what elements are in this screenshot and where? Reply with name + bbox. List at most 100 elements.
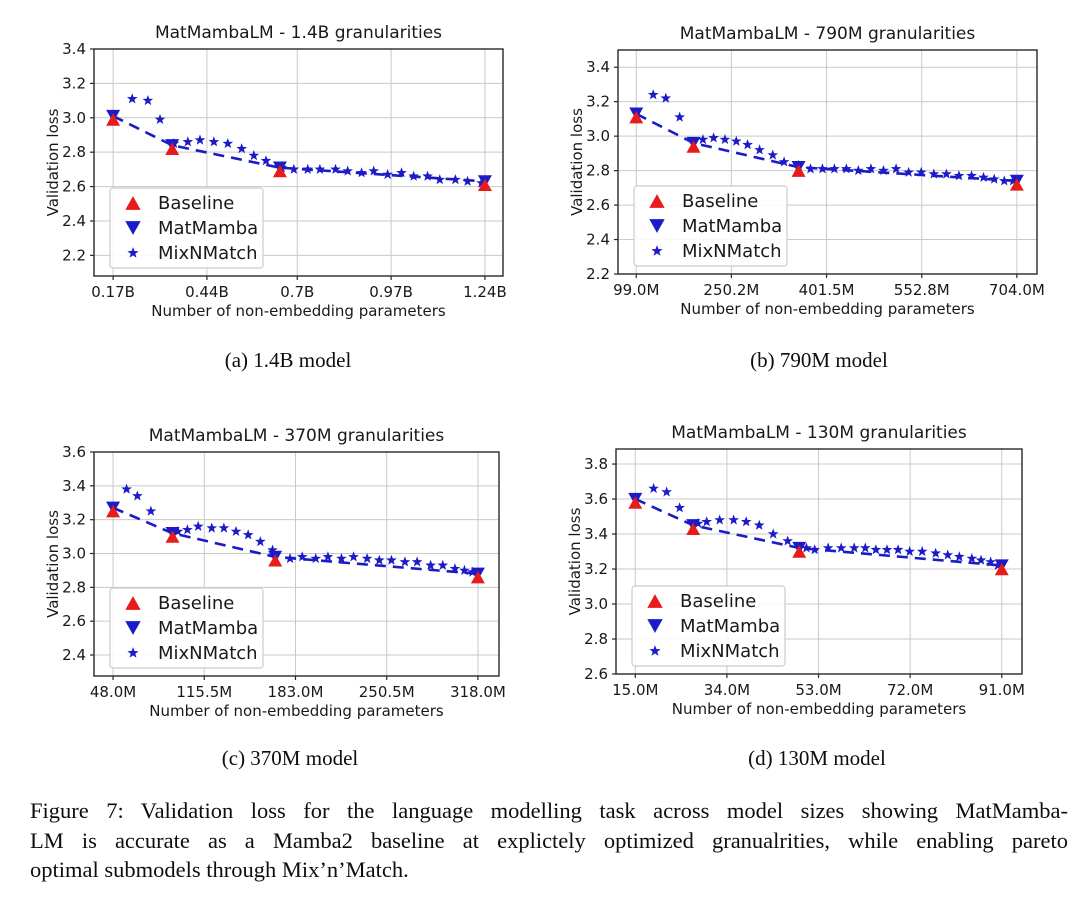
star-marker: [182, 136, 194, 147]
star-marker: [142, 95, 154, 106]
star-marker: [145, 505, 157, 516]
chart-title: MatMambaLM - 790M granularities: [680, 24, 976, 44]
x-tick-label: 1.24B: [463, 283, 507, 301]
star-marker: [127, 247, 139, 258]
y-tick-label: 3.2: [62, 74, 86, 92]
star-marker: [348, 551, 359, 562]
x-tick-label: 115.5M: [176, 683, 232, 701]
star-marker: [342, 165, 353, 176]
star-marker: [835, 542, 847, 553]
triangle-up-marker: [1009, 178, 1024, 191]
x-axis-label: Number of non-embedding parameters: [672, 700, 967, 718]
legend-label: MatMamba: [680, 616, 780, 637]
star-marker: [697, 134, 709, 145]
star-marker: [248, 150, 260, 161]
x-tick-label: 48.0M: [90, 683, 136, 701]
triangle-up-marker: [791, 164, 806, 177]
legend-label: MatMamba: [158, 618, 258, 639]
chart-d: 15.0M 34.0M 53.0M 72.0M 91.0M 2.6 2.8 3.0 3.2 3.4…: [566, 423, 1025, 718]
chart-title: MatMambaLM - 130M granularities: [671, 423, 967, 443]
star-marker: [649, 645, 661, 656]
y-axis-label: Validation loss: [566, 507, 584, 615]
charts-canvas: 0.17B 0.44B 0.7B 0.97B 1.24B 2.2 2.4 2.6 2.8 3.0 3…: [44, 23, 1045, 720]
y-tick-label: 3.0: [584, 595, 608, 613]
y-tick-label: 3.0: [586, 127, 610, 145]
chart-a: 0.17B 0.44B 0.7B 0.97B 1.24B 2.2 2.4 2.6 2.8 3.0 3…: [44, 23, 507, 320]
star-marker: [966, 552, 978, 564]
figure-caption: Figure 7: Validation loss for the langua…: [30, 796, 1068, 885]
triangle-down-marker: [649, 219, 665, 233]
star-marker: [953, 170, 965, 181]
star-marker: [822, 542, 834, 553]
star-marker: [182, 524, 193, 535]
star-marker: [966, 170, 977, 181]
x-tick-label: 0.44B: [185, 283, 229, 301]
star-marker: [975, 554, 987, 565]
star-marker: [988, 173, 1000, 184]
star-marker: [302, 163, 313, 174]
star-marker: [870, 544, 882, 555]
star-marker: [222, 138, 234, 149]
subcaption-c: (c) 370M model: [221, 746, 359, 770]
y-axis-label: Validation loss: [44, 510, 62, 618]
matmamba-dashed-line: [635, 112, 1017, 183]
star-marker: [651, 245, 663, 256]
subcaption-a: (a) 1.4B model: [224, 348, 352, 372]
star-marker: [782, 535, 793, 546]
star-marker: [817, 163, 828, 174]
star-marker: [462, 175, 473, 186]
star-marker: [742, 139, 753, 150]
star-marker: [373, 554, 385, 565]
y-tick-label: 3.0: [62, 545, 86, 563]
triangle-up-marker: [125, 596, 141, 610]
axes-spines: [617, 49, 1038, 275]
star-marker: [218, 522, 230, 533]
x-tick-label: 0.97B: [369, 283, 413, 301]
triangle-up-marker: [268, 554, 283, 567]
triangle-up-marker: [165, 142, 180, 155]
star-marker: [978, 171, 989, 182]
legend-label: MixNMatch: [682, 241, 782, 262]
star-marker: [954, 551, 965, 562]
triangle-up-marker: [629, 111, 644, 124]
triangle-up-marker: [477, 178, 492, 192]
star-marker: [916, 545, 928, 557]
matmamba-dashed-line: [634, 497, 1002, 567]
triangle-up-marker: [470, 570, 485, 584]
star-marker: [386, 554, 397, 565]
star-marker: [322, 551, 334, 562]
star-marker: [865, 163, 877, 174]
x-tick-label: 250.2M: [703, 281, 759, 299]
star-marker: [647, 89, 659, 100]
star-marker: [208, 136, 220, 147]
y-tick-label: 2.4: [62, 212, 86, 230]
legend-label: Baseline: [158, 593, 234, 614]
star-marker: [841, 163, 852, 174]
x-axis-label: Number of non-embedding parameters: [680, 300, 975, 318]
triangle-down-marker: [647, 619, 663, 633]
triangle-up-marker: [647, 594, 663, 608]
star-marker: [942, 549, 954, 560]
legend-label: Baseline: [682, 191, 758, 212]
star-marker: [230, 525, 242, 536]
star-marker: [740, 516, 752, 527]
y-tick-label: 3.2: [584, 560, 608, 578]
axes-spines: [93, 451, 500, 677]
star-marker: [860, 542, 871, 553]
x-tick-label: 250.5M: [359, 683, 415, 701]
triangle-up-marker: [994, 562, 1009, 576]
y-tick-label: 3.8: [584, 455, 608, 473]
star-marker: [449, 563, 461, 574]
star-marker: [194, 134, 206, 145]
y-tick-label: 3.6: [584, 490, 608, 508]
star-marker: [992, 559, 1004, 571]
y-tick-label: 2.4: [62, 646, 86, 664]
y-tick-label: 3.4: [586, 58, 610, 76]
star-marker: [314, 163, 326, 174]
star-marker: [425, 559, 436, 570]
star-marker: [915, 166, 927, 177]
figure-caption-line-2: LM is accurate as a Mamba2 baseline at e…: [30, 827, 1068, 853]
star-marker: [999, 175, 1010, 186]
star-marker: [941, 168, 952, 179]
